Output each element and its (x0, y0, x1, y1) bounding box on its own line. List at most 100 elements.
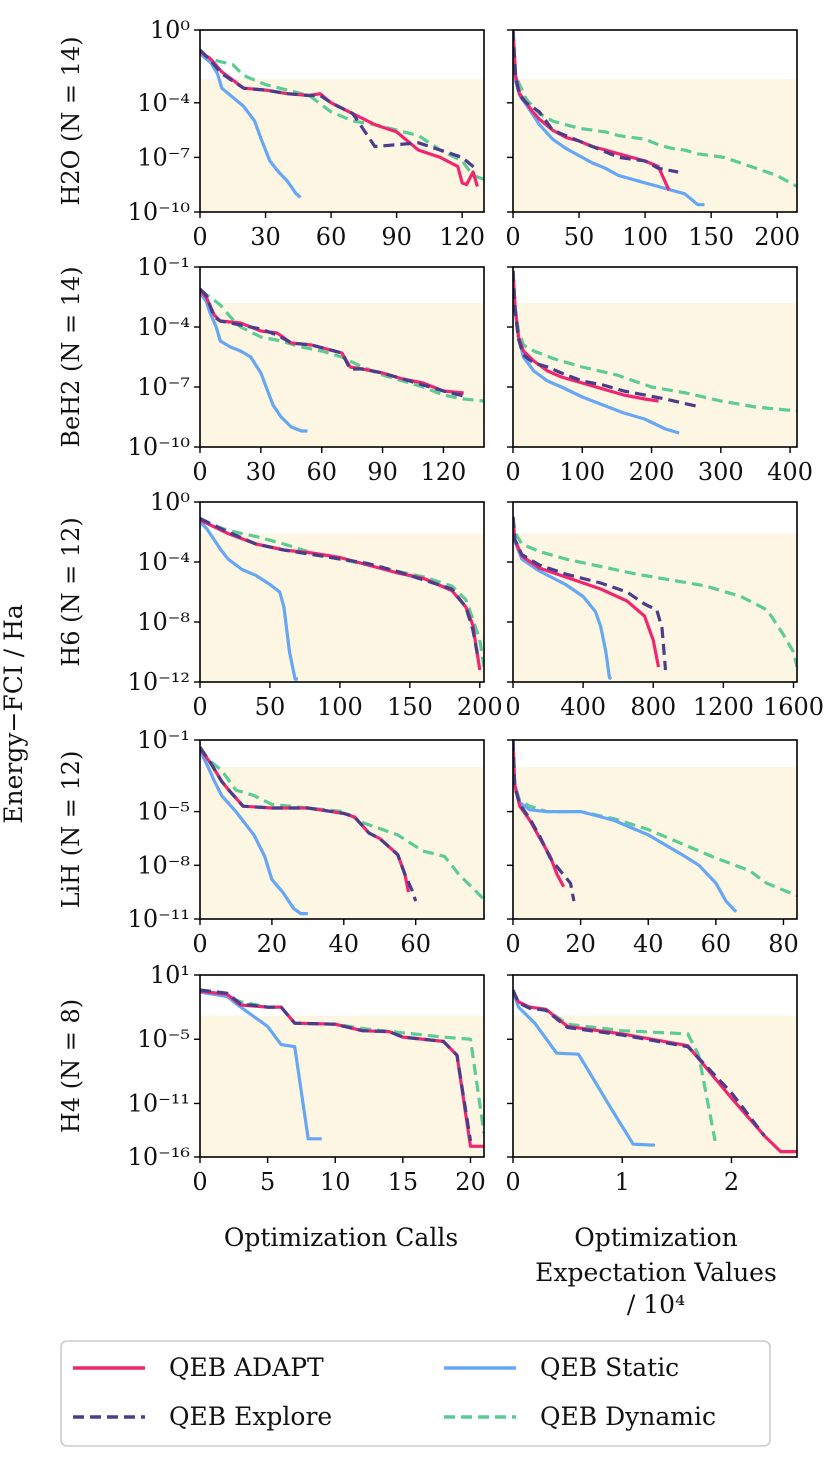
x-tick-label: 40 (633, 930, 664, 958)
y-tick-label: 10⁻¹⁰ (128, 433, 190, 461)
x-tick-label: 1200 (693, 693, 754, 721)
x-tick-label: 0 (192, 930, 207, 958)
axes-frame (512, 266, 798, 448)
axes-frame (199, 739, 485, 920)
shaded-region (513, 766, 797, 919)
axes-frame (512, 29, 798, 213)
legend-box (60, 1340, 771, 1447)
x-tick-label: 0 (192, 693, 207, 721)
series-explore (200, 746, 418, 902)
series-dynamic (513, 30, 797, 188)
x-tick-label: 40 (329, 930, 360, 958)
row-label: H4 (N = 8) (57, 999, 85, 1133)
shaded-region (200, 79, 484, 212)
panel-2-right: 0 400 800 1200 1600 (505, 501, 824, 721)
panel-4-left: 10¹ 10⁻⁵ 10⁻¹¹ 10⁻¹⁶0 5 10 15 20 (128, 961, 486, 1196)
y-tick-label: 10⁻¹ (137, 253, 190, 281)
x-tick-label: 20 (257, 930, 288, 958)
legend: QEB ADAPT QEB Explore QEB Static QEB Dynami… (60, 1340, 771, 1447)
series-static (200, 292, 308, 433)
x-tick-label: 2 (724, 1168, 739, 1196)
y-tick-label: 10⁻⁵ (137, 798, 190, 826)
x-axis-label-right-line3: / 10⁴ (627, 1290, 685, 1319)
x-tick-label: 60 (400, 930, 431, 958)
y-tick-label: 10⁻¹⁰ (128, 198, 190, 226)
series-dynamic (200, 747, 484, 901)
y-tick-label: 10⁻⁸ (137, 851, 190, 879)
x-tick-label: 50 (255, 693, 286, 721)
x-tick-label: 0 (505, 458, 520, 486)
axes-frame (512, 974, 798, 1158)
row-label: LiH (N = 12) (57, 751, 85, 909)
y-tick-label: 10¹ (150, 961, 190, 989)
legend-label-adapt: QEB ADAPT (169, 1353, 324, 1382)
x-tick-label: 50 (564, 223, 595, 251)
x-tick-label: 60 (306, 458, 337, 486)
series-explore (513, 516, 668, 671)
series-explore (200, 287, 469, 399)
x-tick-label: 100 (317, 693, 363, 721)
x-tick-label: 20 (455, 1168, 486, 1196)
legend-label-static: QEB Static (540, 1353, 679, 1382)
y-tick-label: 10⁻⁷ (137, 373, 190, 401)
series-static (200, 52, 302, 199)
series-explore (513, 30, 679, 174)
panel-3-left: 10⁻¹ 10⁻⁵ 10⁻⁸ 10⁻¹¹0 20 40 60 (128, 726, 485, 958)
axes-frame (199, 501, 485, 683)
axes-frame (199, 29, 485, 213)
series-explore (513, 270, 701, 409)
y-tick-label: 10⁻⁵ (137, 1025, 190, 1053)
y-tick-label: 10⁻¹⁶ (128, 1143, 190, 1171)
row-label: H2O (N = 14) (57, 36, 85, 205)
y-tick-label: 10⁰ (150, 16, 190, 44)
series-explore (200, 48, 477, 170)
axes-frame (199, 974, 485, 1158)
shaded-region (200, 766, 484, 919)
y-tick-label: 10⁻⁴ (137, 313, 190, 341)
x-tick-label: 30 (246, 458, 277, 486)
panel-3-right: 0 20 40 60 80 (505, 739, 799, 958)
panel-1-right: 0 100 200 300 400 (505, 266, 813, 486)
series-static (200, 749, 308, 916)
panel-0-right: 0 50 100 150 200 (505, 29, 800, 251)
x-tick-label: 15 (388, 1168, 419, 1196)
x-axis-label-right-line2: Expectation Values (535, 1258, 777, 1287)
series-static (200, 990, 322, 1141)
y-tick-label: 10⁻⁷ (137, 143, 190, 171)
x-tick-label: 20 (565, 930, 596, 958)
x-tick-label: 100 (559, 458, 605, 486)
panel-2-left: 10⁰ 10⁻⁴ 10⁻⁸ 10⁻¹²0 50 100 150 200 (128, 488, 503, 721)
shaded-region (200, 1015, 484, 1157)
axes-frame (199, 266, 485, 448)
y-tick-label: 10⁻¹ (137, 726, 190, 754)
x-tick-label: 0 (505, 223, 520, 251)
y-tick-label: 10⁻⁴ (137, 548, 190, 576)
series-dynamic (200, 52, 484, 181)
x-tick-label: 80 (768, 930, 799, 958)
x-tick-label: 200 (457, 693, 503, 721)
x-tick-label: 0 (192, 223, 207, 251)
x-tick-label: 60 (701, 930, 732, 958)
shaded-region (513, 533, 797, 682)
x-tick-label: 400 (767, 458, 813, 486)
panel-0-left: 10⁰ 10⁻⁴ 10⁻⁷ 10⁻¹⁰0 30 60 90 120 (128, 16, 486, 251)
x-tick-label: 120 (439, 223, 485, 251)
x-tick-label: 0 (192, 458, 207, 486)
x-tick-label: 60 (316, 223, 347, 251)
series-explore (513, 740, 576, 902)
x-tick-label: 150 (387, 693, 433, 721)
series-dynamic (513, 516, 797, 668)
y-tick-label: 10⁻¹¹ (128, 1089, 190, 1117)
figure-ylabel: Energy−FCI / Ha (0, 604, 28, 824)
legend-label-explore: QEB Explore (169, 1402, 332, 1431)
shaded-region (513, 79, 797, 212)
x-tick-label: 1 (615, 1168, 630, 1196)
axes-frame (512, 739, 798, 920)
x-tick-label: 400 (560, 693, 606, 721)
x-tick-label: 200 (754, 223, 800, 251)
shaded-region (513, 1015, 797, 1157)
x-tick-label: 1600 (763, 693, 824, 721)
series-dynamic (200, 289, 484, 403)
x-tick-label: 0 (192, 1168, 207, 1196)
